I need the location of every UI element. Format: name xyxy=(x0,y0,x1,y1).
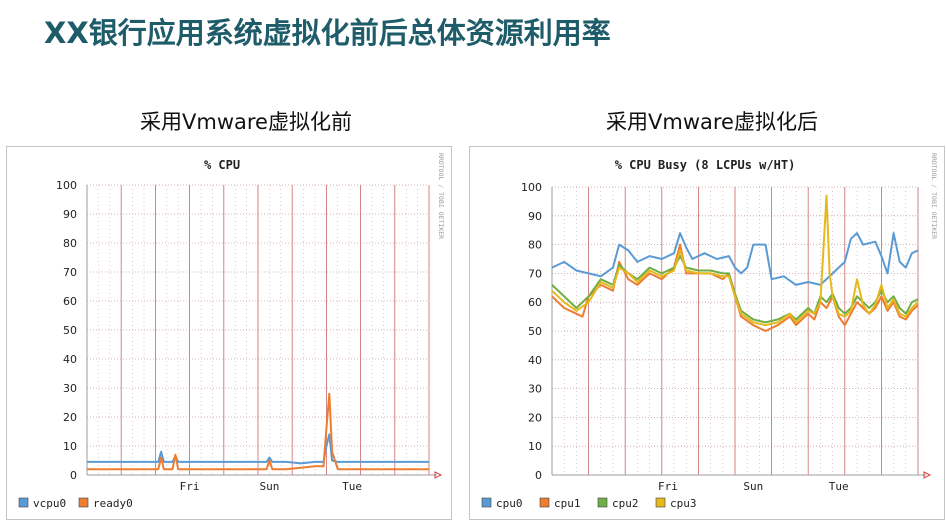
rrdtool-watermark: RRDTOOL / TOBI OETIKER xyxy=(437,153,445,239)
y-tick-label: 70 xyxy=(528,267,542,280)
x-tick-label: Fri xyxy=(180,480,200,493)
legend-swatch-vcpu0 xyxy=(18,497,29,508)
chart-title: % CPU Busy (8 LCPUs w/HT) xyxy=(615,158,796,172)
y-tick-label: 70 xyxy=(63,266,77,279)
y-tick-label: 60 xyxy=(528,296,542,309)
left-chart-caption: 采用Vmware虚拟化前 xyxy=(140,110,352,134)
x-axis-arrow xyxy=(434,471,443,479)
y-tick-label: 0 xyxy=(535,469,542,482)
y-tick-label: 10 xyxy=(528,440,542,453)
cpu-after-chart: 0 10 20 30 40 50 60 70 80 90 100 Fri Sun Tue % CPU Bus… xyxy=(481,153,938,510)
series-line-cpu0 xyxy=(551,232,919,286)
y-tick-label: 100 xyxy=(521,181,542,194)
y-tick-label: 90 xyxy=(63,208,77,221)
y-tick-label: 30 xyxy=(528,383,542,396)
x-tick-label: Tue xyxy=(829,480,849,493)
y-tick-label: 60 xyxy=(63,295,77,308)
legend-label-vcpu0: vcpu0 xyxy=(33,497,66,510)
x-tick-label: Sun xyxy=(259,480,279,493)
y-tick-label: 20 xyxy=(528,411,542,424)
x-tick-label: Sun xyxy=(743,480,763,493)
chart-title: % CPU xyxy=(204,158,240,172)
cpu-before-chart: 0 10 20 30 40 50 60 70 80 90 100 Fri Sun Tue % CPU RRDT… xyxy=(18,153,445,510)
series-line-ready0 xyxy=(87,392,429,471)
y-tick-label: 10 xyxy=(63,440,77,453)
legend-label-cpu1: cpu1 xyxy=(554,497,581,510)
legend-label-cpu2: cpu2 xyxy=(612,497,639,510)
legend-label-cpu0: cpu0 xyxy=(496,497,523,510)
legend-swatch-cpu1 xyxy=(539,497,550,508)
left-chart-panel: 0 10 20 30 40 50 60 70 80 90 100 Fri Sun Tue % CPU RRDT… xyxy=(6,146,452,520)
y-tick-label: 80 xyxy=(63,237,77,250)
y-tick-label: 30 xyxy=(63,382,77,395)
y-tick-label: 50 xyxy=(528,325,542,338)
legend-label-cpu3: cpu3 xyxy=(670,497,697,510)
y-tick-label: 20 xyxy=(63,411,77,424)
legend-swatch-cpu0 xyxy=(481,497,492,508)
legend-label-ready0: ready0 xyxy=(93,497,133,510)
x-tick-label: Tue xyxy=(342,480,362,493)
y-tick-label: 50 xyxy=(63,324,77,337)
legend-swatch-ready0 xyxy=(78,497,89,508)
y-tick-label: 90 xyxy=(528,210,542,223)
y-tick-label: 40 xyxy=(528,354,542,367)
series-line-cpu3 xyxy=(551,194,919,327)
y-tick-label: 80 xyxy=(528,239,542,252)
slide-title: XX银行应用系统虚拟化前后总体资源利用率 xyxy=(44,16,611,50)
rrdtool-watermark: RRDTOOL / TOBI OETIKER xyxy=(930,153,938,239)
x-axis-arrow xyxy=(923,471,932,479)
y-tick-label: 0 xyxy=(70,469,77,482)
legend-swatch-cpu2 xyxy=(597,497,608,508)
x-tick-label: Fri xyxy=(658,480,678,493)
legend-swatch-cpu3 xyxy=(655,497,666,508)
y-tick-label: 100 xyxy=(56,179,77,192)
y-tick-label: 40 xyxy=(63,353,77,366)
right-chart-panel: 0 10 20 30 40 50 60 70 80 90 100 Fri Sun Tue % CPU Bus… xyxy=(469,146,945,520)
right-chart-caption: 采用Vmware虚拟化后 xyxy=(606,110,818,134)
